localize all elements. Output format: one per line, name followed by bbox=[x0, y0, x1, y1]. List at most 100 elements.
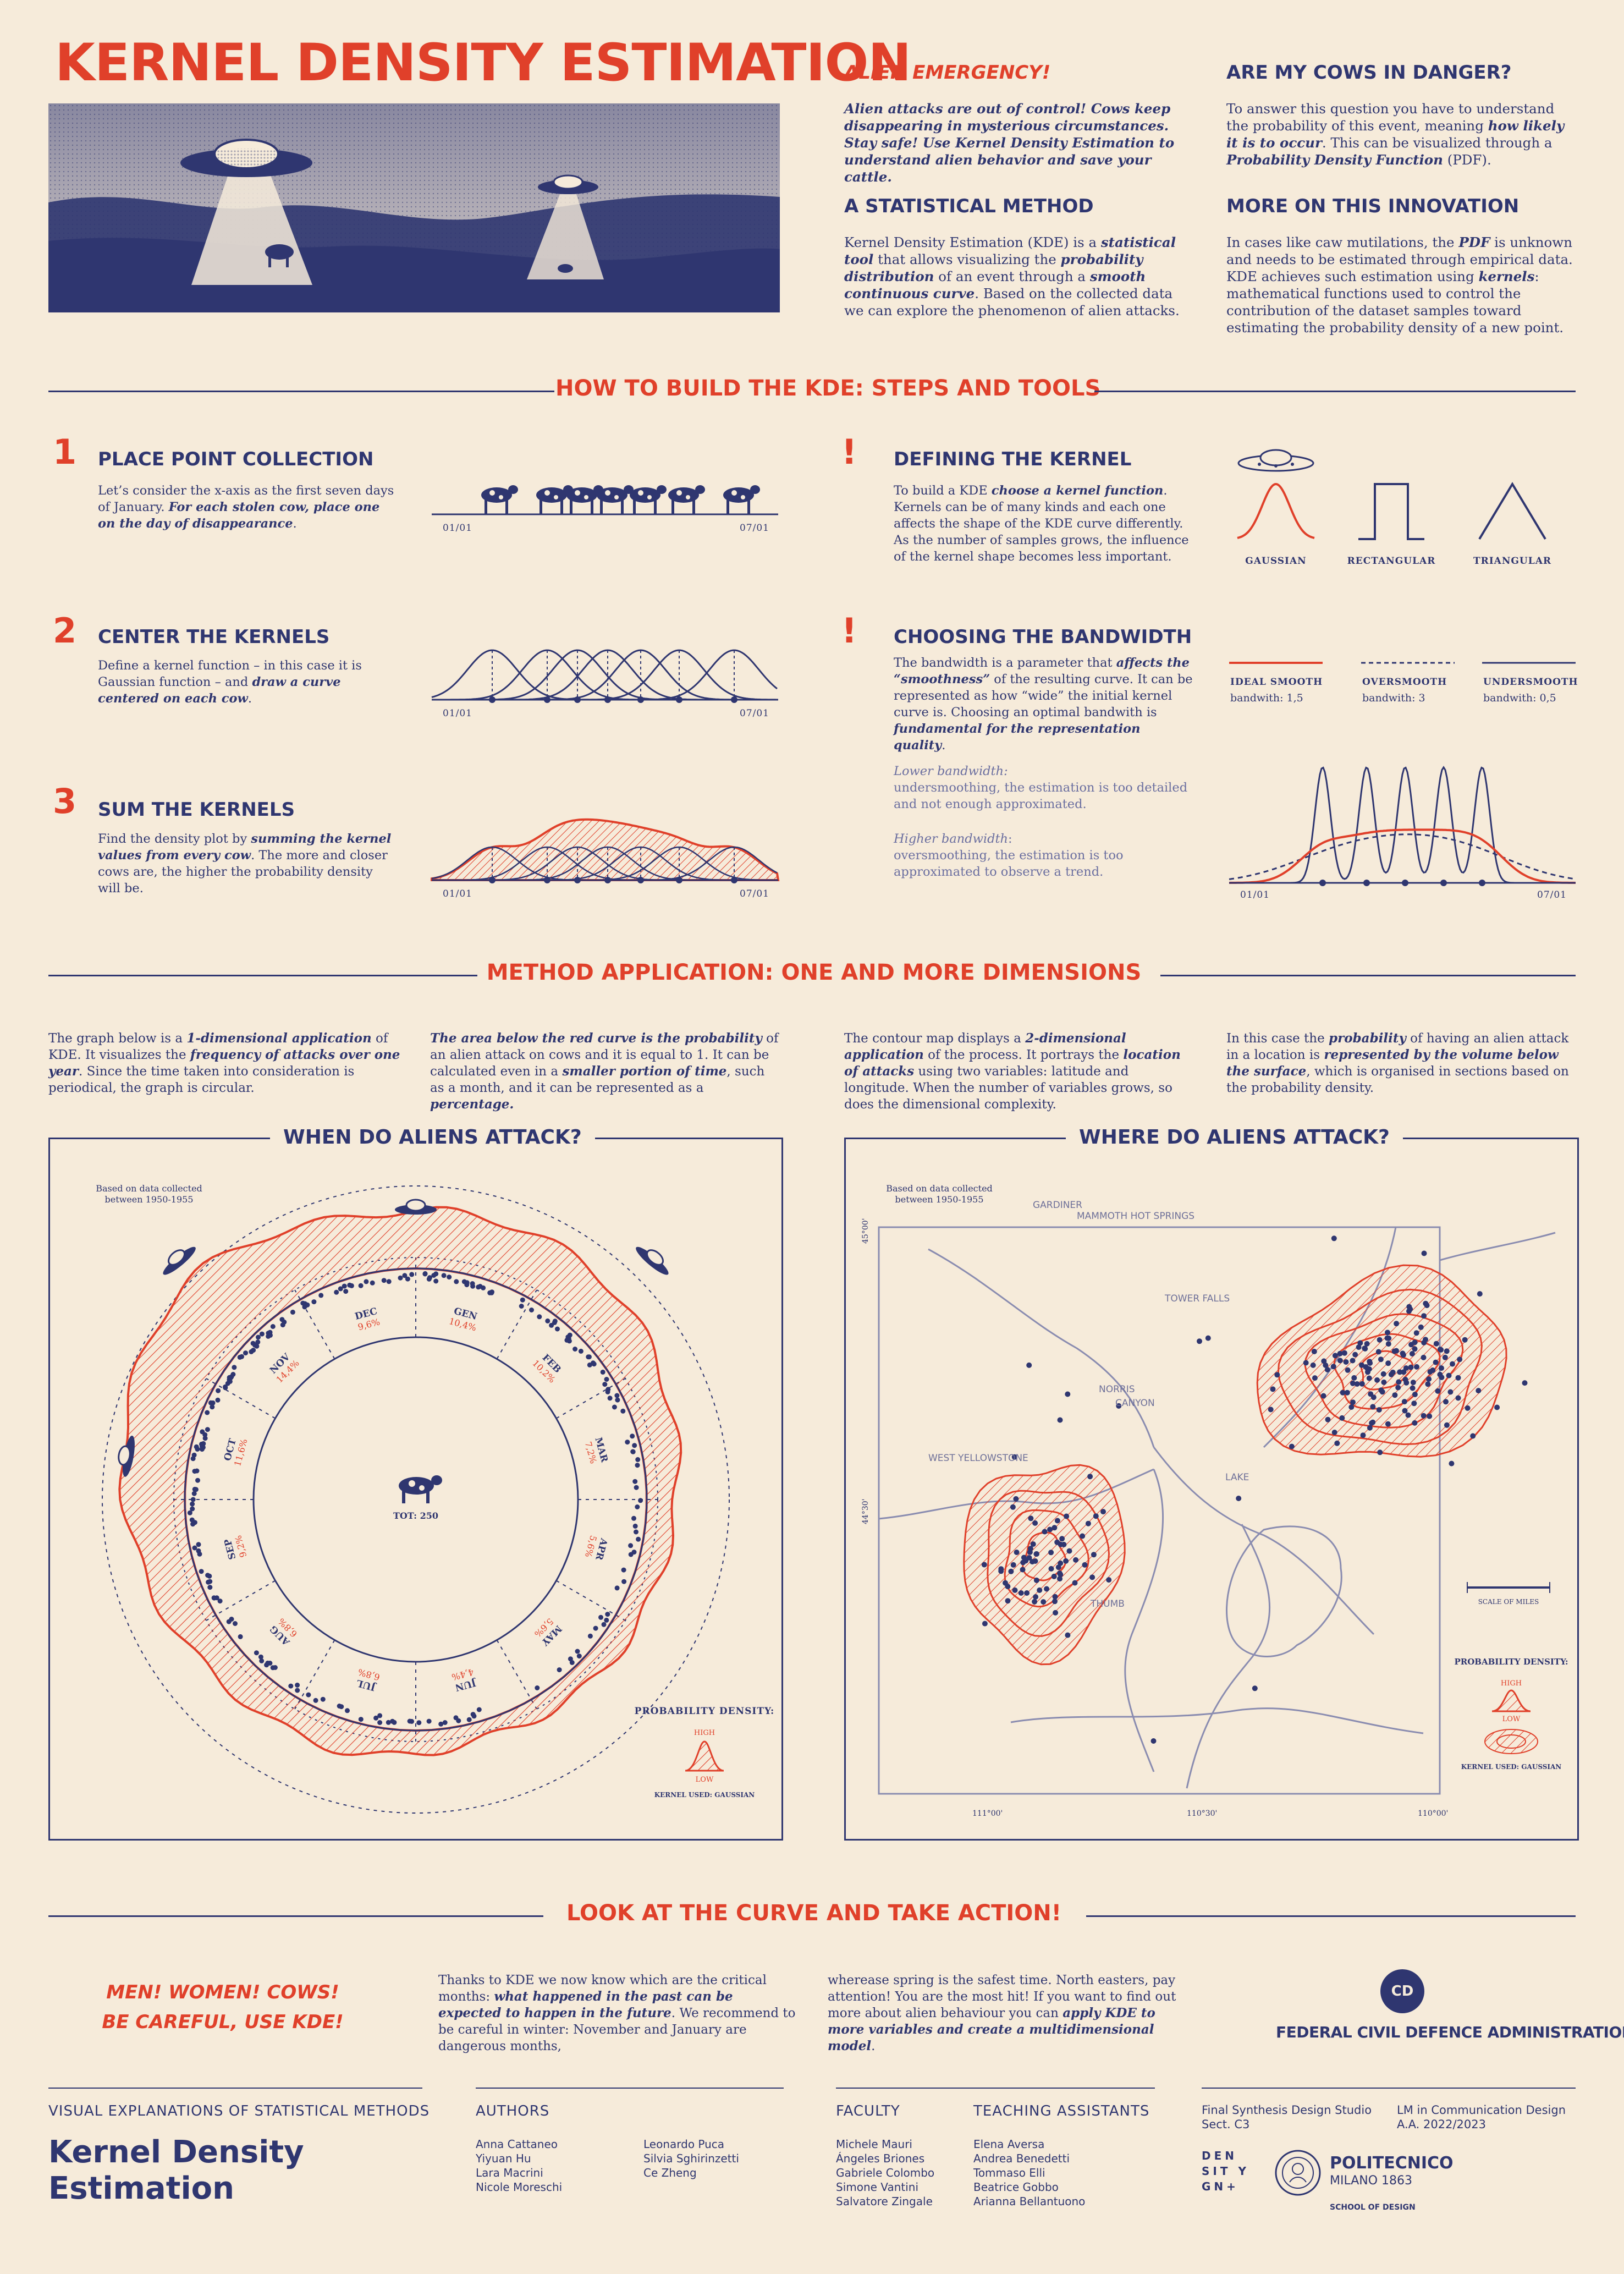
attack-location-point bbox=[1082, 1562, 1088, 1568]
attack-location-point bbox=[1360, 1432, 1366, 1438]
attack-location-point bbox=[1032, 1558, 1038, 1564]
attack-point bbox=[625, 1440, 630, 1445]
ufo-icon bbox=[163, 1246, 196, 1275]
attack-location-point bbox=[1443, 1399, 1449, 1405]
attack-point bbox=[587, 1633, 593, 1639]
attack-point bbox=[288, 1683, 294, 1689]
application-paragraph-2: The area below the red curve is the prob… bbox=[430, 1031, 779, 1112]
attack-point bbox=[634, 1485, 639, 1490]
politecnico-name: POLITECNICO bbox=[1330, 2154, 1454, 2173]
attack-point bbox=[358, 1717, 364, 1722]
cow-point bbox=[1319, 880, 1326, 886]
attack-point bbox=[345, 1708, 350, 1713]
attack-location-point bbox=[1409, 1351, 1415, 1356]
attack-location-point bbox=[1021, 1555, 1027, 1561]
attack-location-point bbox=[1433, 1359, 1439, 1365]
legend-high: HIGH bbox=[1501, 1679, 1522, 1688]
density-contour bbox=[1304, 1313, 1464, 1429]
attack-location-point bbox=[981, 1562, 987, 1568]
attack-point bbox=[470, 1712, 476, 1717]
ta-heading: TEACHING ASSISTANTS bbox=[973, 2103, 1150, 2119]
attack-point bbox=[409, 1272, 415, 1277]
density-contour bbox=[987, 1490, 1110, 1637]
attack-point bbox=[256, 1334, 261, 1340]
attack-point bbox=[232, 1365, 237, 1370]
attack-location-point bbox=[1421, 1354, 1427, 1360]
attack-location-point bbox=[1011, 1454, 1017, 1460]
step-3-text: Find the density plot by summing the ker… bbox=[98, 832, 392, 896]
attack-location-point bbox=[1370, 1394, 1377, 1400]
attack-point bbox=[190, 1497, 196, 1502]
attack-location-point bbox=[1058, 1572, 1064, 1578]
attack-location-point bbox=[1341, 1350, 1347, 1356]
attack-point bbox=[578, 1348, 583, 1354]
attack-point bbox=[612, 1404, 617, 1410]
attack-location-point bbox=[1356, 1344, 1362, 1350]
attack-point bbox=[343, 1289, 349, 1294]
attack-point bbox=[519, 1304, 524, 1309]
attack-point bbox=[191, 1491, 197, 1496]
attack-location-point bbox=[1052, 1599, 1058, 1605]
attack-location-point bbox=[1026, 1362, 1032, 1368]
map-place-label: CANYON bbox=[1115, 1398, 1155, 1409]
bandwidth-legend: IDEAL SMOOTH bandwith: 1,5 OVERSMOOTH ba… bbox=[1229, 662, 1578, 704]
cow-point bbox=[1363, 880, 1370, 886]
attack-location-point bbox=[1410, 1380, 1416, 1386]
faculty-heading: FACULTY bbox=[836, 2103, 900, 2119]
attack-location-point bbox=[1421, 1250, 1427, 1256]
axis-start-label: 01/01 bbox=[1240, 889, 1270, 900]
attack-point bbox=[621, 1567, 626, 1573]
attack-location-point bbox=[1047, 1526, 1053, 1533]
kernel-shapes-diagram: GAUSSIAN RECTANGULAR TRIANGULAR bbox=[1237, 449, 1551, 567]
attack-location-point bbox=[1330, 1364, 1336, 1370]
application-section-title: METHOD APPLICATION: ONE AND MORE DIMENSI… bbox=[486, 960, 1142, 985]
attack-location-point bbox=[1027, 1546, 1033, 1552]
alien-emergency-text: Alien attacks are out of control! Cows k… bbox=[844, 101, 1175, 185]
agency-name: FEDERAL CIVIL DEFENCE ADMINISTRATION bbox=[1276, 2023, 1624, 2041]
attack-location-point bbox=[1321, 1358, 1327, 1364]
attack-location-point bbox=[1033, 1551, 1039, 1557]
kernel-text: To build a KDE choose a kernel function.… bbox=[894, 484, 1189, 564]
attack-location-point bbox=[1381, 1379, 1387, 1385]
attack-point bbox=[600, 1369, 605, 1375]
ufo-icon bbox=[118, 1435, 135, 1477]
center-circle bbox=[252, 1336, 579, 1663]
attack-point bbox=[313, 1698, 318, 1703]
attack-location-point bbox=[1385, 1421, 1391, 1427]
bandwidth-title: CHOOSING THE BANDWIDTH bbox=[894, 626, 1192, 648]
legend-high: HIGH bbox=[694, 1729, 715, 1737]
attack-point bbox=[470, 1283, 476, 1289]
attack-point bbox=[464, 1282, 470, 1288]
attack-location-point bbox=[1073, 1557, 1079, 1563]
map-place-label: MAMMOTH HOT SPRINGS bbox=[1077, 1211, 1194, 1222]
attack-location-point bbox=[1427, 1369, 1433, 1375]
attack-point bbox=[227, 1375, 232, 1381]
attack-location-point bbox=[1412, 1392, 1418, 1397]
attack-point bbox=[529, 1308, 534, 1312]
degree-info: LM in Communication Design A.A. 2022/2023 bbox=[1397, 2103, 1566, 2131]
attack-location-point bbox=[1024, 1590, 1030, 1596]
attack-point bbox=[192, 1469, 197, 1474]
attack-point bbox=[433, 1278, 439, 1284]
cow-point bbox=[574, 877, 581, 883]
attack-location-point bbox=[1054, 1539, 1060, 1545]
kde-density-area bbox=[118, 1206, 682, 1756]
attack-point bbox=[466, 1717, 472, 1722]
attack-point bbox=[216, 1388, 221, 1393]
attack-location-point bbox=[1377, 1449, 1383, 1455]
step-3-number: 3 bbox=[53, 781, 77, 821]
attack-location-point bbox=[1044, 1586, 1050, 1592]
lower-bandwidth-text: Lower bandwidth: undersmoothing, the esti… bbox=[894, 764, 1188, 811]
attack-location-point bbox=[1380, 1371, 1386, 1377]
attack-location-point bbox=[1270, 1386, 1276, 1392]
month-divider bbox=[555, 1378, 626, 1419]
attack-location-point bbox=[1494, 1404, 1500, 1410]
attack-point bbox=[206, 1579, 211, 1585]
attack-location-point bbox=[1401, 1369, 1407, 1375]
attack-point bbox=[454, 1279, 459, 1284]
attack-point bbox=[614, 1393, 620, 1398]
cow-icon bbox=[566, 485, 603, 514]
attack-location-point bbox=[1013, 1496, 1019, 1502]
attack-point bbox=[192, 1486, 197, 1492]
